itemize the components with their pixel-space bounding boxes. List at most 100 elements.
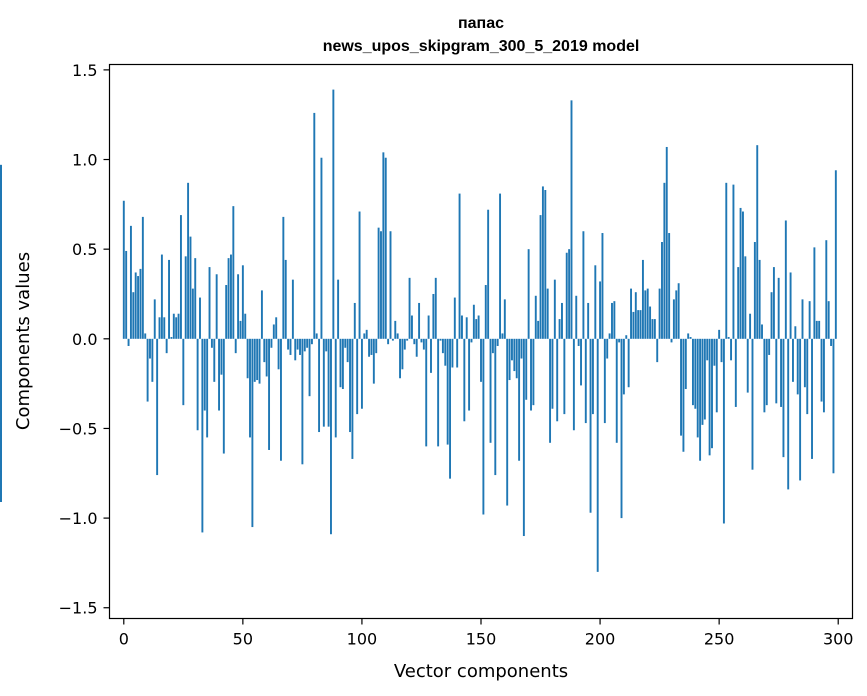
bar-212	[627, 338, 630, 388]
bar-246	[708, 338, 711, 456]
bar-34	[203, 338, 206, 411]
bar-111	[387, 338, 390, 345]
bar-227	[663, 182, 666, 339]
bar-244	[703, 338, 706, 420]
bar-62	[270, 338, 273, 348]
bar-229	[668, 233, 671, 339]
bar-39	[215, 274, 218, 339]
bar-221	[649, 306, 652, 339]
bar-93	[344, 338, 347, 348]
bar-162	[508, 338, 511, 381]
bar-249	[715, 338, 718, 413]
x-tick-label: 0	[119, 630, 129, 649]
bar-257	[734, 338, 737, 407]
bar-53	[249, 338, 251, 438]
bar-105	[372, 338, 375, 384]
bar-5	[134, 272, 137, 339]
bar-144	[465, 317, 468, 339]
bar-134	[441, 338, 444, 354]
bar-29	[191, 288, 194, 339]
x-tick-label: 250	[704, 630, 735, 649]
bar-127	[425, 338, 428, 447]
bar-0	[122, 200, 125, 339]
bar-211	[625, 335, 628, 339]
bar-269	[763, 338, 766, 413]
bar-255	[730, 338, 733, 361]
bar-12	[151, 338, 154, 382]
bar-261	[744, 256, 747, 339]
bar-230	[670, 338, 673, 343]
bar-102	[365, 329, 368, 339]
bar-192	[580, 338, 582, 386]
bar-206	[613, 301, 616, 339]
bar-236	[684, 338, 687, 390]
bar-48	[237, 274, 240, 339]
bar-28	[189, 236, 192, 339]
bar-106	[375, 338, 378, 354]
bar-35	[206, 338, 209, 438]
bar-80	[313, 112, 316, 339]
bar-173	[534, 295, 537, 339]
bar-17	[163, 317, 166, 339]
bar-215	[634, 292, 637, 339]
bar-41	[220, 338, 223, 375]
bar-132	[437, 338, 440, 447]
bar-32	[199, 297, 201, 339]
bars-group	[0, 89, 837, 572]
bar-167	[520, 338, 523, 359]
y-tick-label: 0.0	[72, 330, 97, 349]
bar-115	[396, 333, 399, 339]
bar-204	[608, 333, 611, 339]
bar-59	[263, 338, 266, 363]
bar-73	[296, 338, 299, 350]
bar-243	[701, 338, 704, 425]
bar-209	[620, 338, 623, 519]
bar-140	[456, 338, 459, 368]
bar-218	[641, 259, 644, 339]
bar-4	[132, 292, 135, 339]
bar-290	[813, 247, 816, 339]
bar-189	[572, 338, 575, 431]
bar-122	[413, 338, 416, 345]
bar-81	[315, 333, 318, 339]
bar-13	[153, 299, 156, 339]
bar-199	[596, 338, 599, 572]
bar-180	[551, 338, 554, 409]
bar-114	[394, 320, 397, 339]
bar-248	[713, 338, 716, 366]
bar-113	[391, 338, 394, 341]
bar-253	[725, 182, 728, 339]
bar-116	[399, 338, 401, 379]
bar-126	[422, 338, 425, 350]
bar-183	[558, 319, 561, 339]
bar-7	[139, 268, 142, 339]
bar-298	[832, 338, 835, 474]
bar-289	[811, 338, 813, 459]
bar-133	[439, 338, 442, 341]
bar-14	[156, 338, 159, 476]
bar-119	[406, 338, 409, 341]
bar-245	[706, 338, 709, 361]
bar-299	[834, 170, 837, 339]
bar-217	[639, 310, 642, 339]
bar-27	[187, 182, 190, 339]
bar-259	[739, 207, 742, 339]
bar-239	[691, 338, 694, 406]
bar-undefined	[0, 338, 2, 366]
bar-79	[310, 338, 313, 345]
bar-84	[322, 338, 325, 427]
bar-194	[584, 338, 587, 424]
bar-184	[561, 302, 563, 339]
y-axis: −1.5 −1.0 −0.5 0.0 0.5 1.0 1.5	[59, 61, 110, 618]
bar-160	[503, 299, 506, 339]
bar-37	[210, 338, 213, 348]
bar-279	[787, 338, 790, 490]
y-tick-label: 1.5	[72, 61, 97, 80]
bar-291	[815, 320, 818, 339]
bar-202	[603, 338, 606, 424]
bar-131	[434, 277, 437, 339]
bar-165	[515, 338, 518, 379]
bar-146	[470, 338, 473, 343]
bar-55	[253, 338, 256, 382]
bar-210	[622, 338, 625, 395]
